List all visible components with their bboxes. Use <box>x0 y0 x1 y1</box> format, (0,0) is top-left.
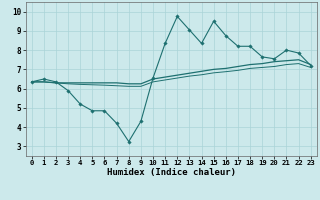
X-axis label: Humidex (Indice chaleur): Humidex (Indice chaleur) <box>107 168 236 177</box>
